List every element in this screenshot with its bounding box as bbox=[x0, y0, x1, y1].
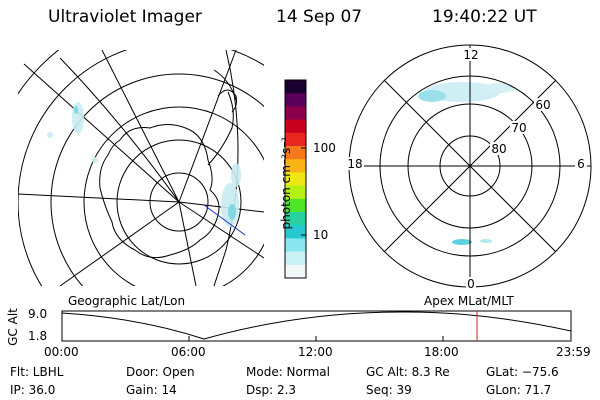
time-tick-0600: 06:00 bbox=[171, 345, 206, 359]
colorbar-band bbox=[285, 264, 306, 279]
lat-label-80: 80 bbox=[491, 142, 506, 156]
geographic-map-label: Geographic Lat/Lon bbox=[68, 294, 186, 308]
status-ip: IP: 36.0 bbox=[10, 383, 56, 397]
mlt-label-18: 18 bbox=[347, 157, 362, 171]
mlt-label-0: 0 bbox=[467, 277, 475, 291]
status-glon: GLon: 71.7 bbox=[486, 383, 552, 397]
lat-label-60: 60 bbox=[535, 98, 550, 112]
colorbar-tick-10: 10 bbox=[313, 228, 329, 242]
instrument-title: Ultraviolet Imager bbox=[48, 7, 202, 27]
geographic-map bbox=[18, 50, 264, 286]
altitude-plot bbox=[61, 310, 572, 342]
status-dsp: Dsp: 2.3 bbox=[246, 383, 297, 397]
altitude-max-label: 9.0 bbox=[28, 307, 48, 321]
time-tick-1200: 12:00 bbox=[298, 345, 333, 359]
colorbar-band bbox=[285, 93, 306, 107]
colorbar-unit-label: photon cm⁻²s⁻¹ bbox=[279, 136, 293, 230]
magnetic-map: 12 18 6 0 60 70 80 bbox=[346, 44, 592, 291]
mlt-label-6: 6 bbox=[577, 157, 585, 171]
colorbar bbox=[284, 79, 307, 279]
magnetic-map-label: Apex MLat/MLT bbox=[424, 294, 514, 308]
colorbar-band bbox=[285, 212, 306, 226]
status-door: Door: Open bbox=[126, 365, 195, 379]
colorbar-band bbox=[285, 225, 306, 239]
altitude-min-label: 1.8 bbox=[28, 329, 48, 343]
colorbar-band bbox=[285, 172, 306, 187]
imager-display: 12 18 6 0 60 70 80 bbox=[18, 44, 592, 342]
status-filter: Flt: LBHL bbox=[10, 365, 64, 379]
colorbar-band bbox=[285, 238, 306, 253]
lat-label-70: 70 bbox=[511, 121, 526, 135]
colorbar-band bbox=[285, 198, 306, 213]
colorbar-band bbox=[285, 185, 306, 200]
colorbar-band bbox=[285, 80, 306, 94]
time-tick-1800: 18:00 bbox=[424, 345, 459, 359]
time-tick-0000: 00:00 bbox=[44, 345, 79, 359]
status-gc-alt: GC Alt: 8.3 Re bbox=[366, 365, 450, 379]
colorbar-band bbox=[285, 132, 306, 147]
colorbar-band bbox=[285, 159, 306, 173]
colorbar-band bbox=[285, 146, 306, 160]
time-tick-2359: 23:59 bbox=[556, 345, 591, 359]
mlt-label-12: 12 bbox=[463, 48, 478, 62]
observation-time: 19:40:22 UT bbox=[432, 7, 537, 27]
status-mode: Mode: Normal bbox=[246, 365, 330, 379]
colorbar-tick-100: 100 bbox=[313, 141, 336, 155]
status-glat: GLat: −75.6 bbox=[486, 365, 559, 379]
observation-date: 14 Sep 07 bbox=[276, 7, 363, 27]
status-gain: Gain: 14 bbox=[126, 383, 177, 397]
colorbar-band bbox=[285, 106, 306, 121]
colorbar-band bbox=[285, 119, 306, 134]
colorbar-band bbox=[285, 251, 306, 266]
altitude-axis-label: GC Alt bbox=[5, 308, 20, 346]
status-seq: Seq: 39 bbox=[366, 383, 412, 397]
